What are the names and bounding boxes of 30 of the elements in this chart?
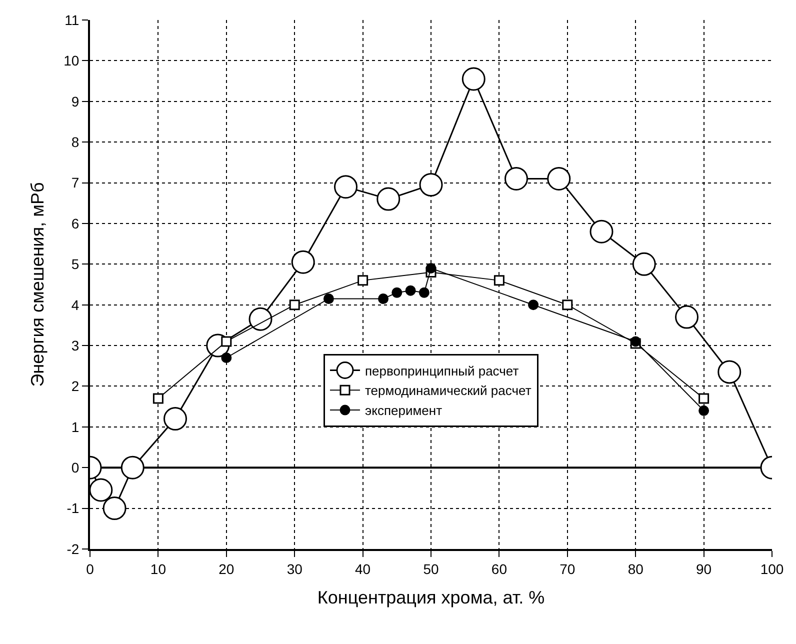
x-tick-label: 20 bbox=[218, 560, 234, 577]
x-tick-label: 50 bbox=[423, 560, 439, 577]
y-tick-label: -1 bbox=[66, 500, 80, 516]
legend-label: термодинамический расчет bbox=[365, 383, 532, 398]
y-tick-label: 6 bbox=[71, 215, 80, 232]
y-tick-label: 5 bbox=[71, 256, 80, 272]
y-tick-label: 7 bbox=[71, 174, 80, 191]
y-tick-label: 8 bbox=[71, 134, 80, 150]
x-tick-label: 80 bbox=[628, 560, 644, 577]
legend-label: эксперимент bbox=[365, 403, 442, 418]
y-tick-label: 2 bbox=[71, 378, 80, 394]
x-tick-label: 60 bbox=[491, 560, 508, 577]
x-tick-label: 0 bbox=[86, 560, 94, 577]
x-axis-title: Концентрация хрома, ат. % bbox=[317, 587, 545, 608]
x-tick-label: 30 bbox=[286, 560, 303, 577]
y-tick-label: 4 bbox=[71, 296, 80, 313]
x-tick-label: 100 bbox=[760, 560, 784, 577]
y-tick-label: 10 bbox=[64, 52, 80, 69]
y-tick-label: 0 bbox=[71, 460, 80, 476]
x-tick-label: 40 bbox=[355, 560, 371, 577]
y-tick-label: 1 bbox=[71, 418, 80, 435]
y-tick-label: 9 bbox=[71, 93, 80, 110]
x-tick-label: 10 bbox=[150, 560, 166, 577]
x-tick-label: 70 bbox=[560, 560, 576, 577]
y-tick-label: 11 bbox=[64, 12, 80, 28]
y-axis-title: Энергия смешения, мРб bbox=[27, 182, 48, 387]
x-tick-label: 90 bbox=[696, 560, 712, 577]
y-tick-label: -2 bbox=[66, 540, 80, 557]
y-tick-label: 3 bbox=[71, 337, 80, 354]
legend-label: первопринципный расчет bbox=[365, 363, 519, 378]
